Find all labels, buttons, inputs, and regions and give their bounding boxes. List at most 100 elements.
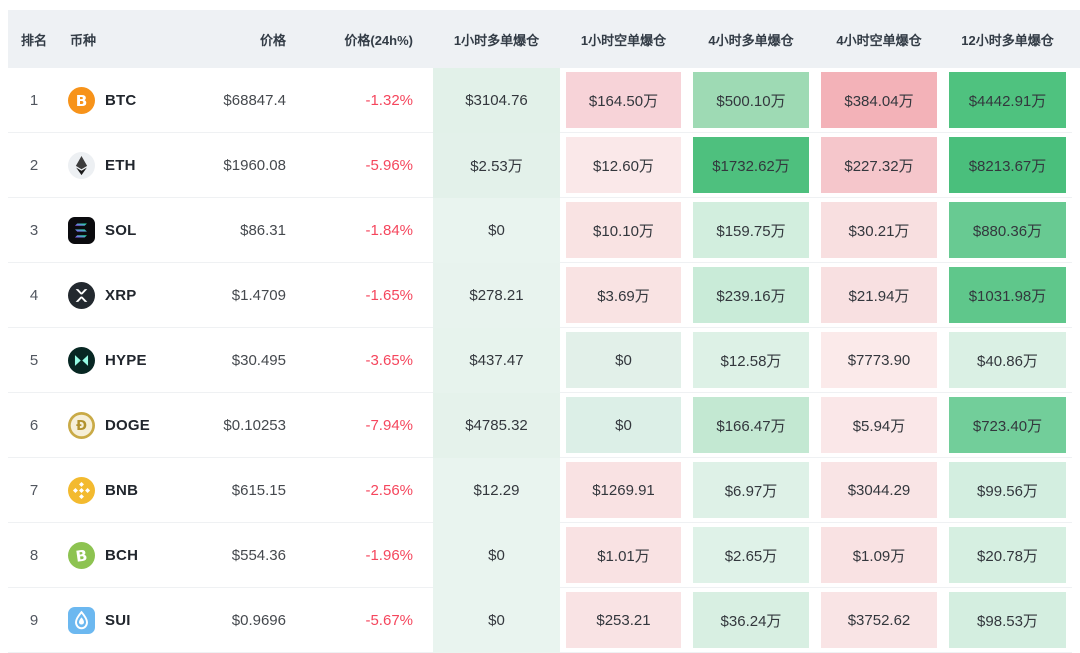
liq-value: $99.56万 bbox=[949, 462, 1066, 518]
coin-cell[interactable]: B BCH bbox=[60, 523, 220, 588]
rank-cell: 6 bbox=[8, 393, 60, 458]
liq-1h-long-cell: $3104.76 bbox=[433, 68, 560, 133]
liq-value: $0 bbox=[433, 523, 560, 588]
change-cell: -3.65% bbox=[310, 328, 433, 393]
price-cell: $1960.08 bbox=[220, 133, 310, 198]
liq-value: $10.10万 bbox=[566, 202, 681, 258]
coin-symbol: SOL bbox=[105, 221, 137, 239]
coin-cell[interactable]: Ð DOGE bbox=[60, 393, 220, 458]
doge-icon: Ð bbox=[68, 411, 95, 439]
liq-value: $253.21 bbox=[566, 592, 681, 648]
liq-value: $500.10万 bbox=[693, 72, 809, 128]
liq-4h-long-cell: $2.65万 bbox=[687, 523, 815, 588]
liq-value: $880.36万 bbox=[949, 202, 1066, 258]
change-cell: -1.32% bbox=[310, 68, 433, 133]
table-row[interactable]: 7 BNB $615.15 -2.56% $12.29 $1269.91 $6.… bbox=[8, 458, 1080, 523]
liq-value: $20.78万 bbox=[949, 527, 1066, 583]
bch-icon: B bbox=[68, 541, 95, 569]
liq-value: $384.04万 bbox=[821, 72, 937, 128]
liq-value: $3104.76 bbox=[433, 68, 560, 133]
liq-value: $3.69万 bbox=[566, 267, 681, 323]
price-cell: $0.10253 bbox=[220, 393, 310, 458]
header-4h-short-liq[interactable]: 4小时空单爆仓 bbox=[836, 32, 922, 48]
coin-cell[interactable]: ETH bbox=[60, 133, 220, 198]
coin-symbol: DOGE bbox=[105, 416, 150, 434]
liq-1h-short-cell: $12.60万 bbox=[560, 133, 687, 198]
liq-value: $5.94万 bbox=[821, 397, 937, 453]
liq-value: $4442.91万 bbox=[949, 72, 1066, 128]
rank-cell: 3 bbox=[8, 198, 60, 263]
header-12h-long-liq[interactable]: 12小时多单爆仓 bbox=[961, 32, 1054, 48]
liq-value: $723.40万 bbox=[949, 397, 1066, 453]
liq-4h-long-cell: $1732.62万 bbox=[687, 133, 815, 198]
header-rank[interactable]: 排名 bbox=[20, 32, 47, 48]
liq-value: $239.16万 bbox=[693, 267, 809, 323]
coin-cell[interactable]: SUI bbox=[60, 588, 220, 653]
header-4h-long-liq[interactable]: 4小时多单爆仓 bbox=[708, 32, 794, 48]
liq-value: $1732.62万 bbox=[693, 137, 809, 193]
liq-4h-short-cell: $3752.62 bbox=[815, 588, 943, 653]
liq-value: $166.47万 bbox=[693, 397, 809, 453]
change-cell: -5.67% bbox=[310, 588, 433, 653]
coin-symbol: BNB bbox=[105, 481, 139, 499]
liq-value: $3752.62 bbox=[821, 592, 937, 648]
liq-value: $164.50万 bbox=[566, 72, 681, 128]
price-cell: $1.4709 bbox=[220, 263, 310, 328]
header-price[interactable]: 价格 bbox=[259, 32, 286, 48]
liq-value: $1269.91 bbox=[566, 462, 681, 518]
table-body: 1 B BTC $68847.4 -1.32% $3104.76 $164.50… bbox=[8, 68, 1080, 653]
header-1h-short-liq[interactable]: 1小时空单爆仓 bbox=[580, 32, 667, 48]
liq-12h-long-cell: $99.56万 bbox=[943, 458, 1072, 523]
liq-value: $36.24万 bbox=[693, 592, 809, 648]
liq-value: $0 bbox=[433, 588, 560, 653]
rank-cell: 1 bbox=[8, 68, 60, 133]
liq-4h-long-cell: $239.16万 bbox=[687, 263, 815, 328]
table-row[interactable]: 8 B BCH $554.36 -1.96% $0 $1.01万 $2.65万 … bbox=[8, 523, 1080, 588]
liq-4h-short-cell: $21.94万 bbox=[815, 263, 943, 328]
header-coin[interactable]: 币种 bbox=[70, 32, 97, 48]
coin-symbol: XRP bbox=[105, 286, 137, 304]
header-change-24h[interactable]: 价格(24h%) bbox=[344, 32, 413, 48]
coin-symbol: HYPE bbox=[105, 351, 147, 369]
table-row[interactable]: 2 ETH $1960.08 -5.96% $2.53万 $12.60万 $17… bbox=[8, 133, 1080, 198]
liq-4h-long-cell: $500.10万 bbox=[687, 68, 815, 133]
change-cell: -1.65% bbox=[310, 263, 433, 328]
liq-4h-short-cell: $1.09万 bbox=[815, 523, 943, 588]
table-row[interactable]: 5 HYPE $30.495 -3.65% $437.47 $0 $12.58万… bbox=[8, 328, 1080, 393]
coin-cell[interactable]: SOL bbox=[60, 198, 220, 263]
liq-4h-long-cell: $6.97万 bbox=[687, 458, 815, 523]
rank-cell: 4 bbox=[8, 263, 60, 328]
table-row[interactable]: 1 B BTC $68847.4 -1.32% $3104.76 $164.50… bbox=[8, 68, 1080, 133]
coin-cell[interactable]: BNB bbox=[60, 458, 220, 523]
header-1h-long-liq[interactable]: 1小时多单爆仓 bbox=[453, 32, 540, 48]
liq-1h-short-cell: $1.01万 bbox=[560, 523, 687, 588]
change-cell: -5.96% bbox=[310, 133, 433, 198]
table-row[interactable]: 6 Ð DOGE $0.10253 -7.94% $4785.32 $0 $16… bbox=[8, 393, 1080, 458]
table-row[interactable]: 4 XRP $1.4709 -1.65% $278.21 $3.69万 $239… bbox=[8, 263, 1080, 328]
liq-12h-long-cell: $723.40万 bbox=[943, 393, 1072, 458]
liq-value: $437.47 bbox=[433, 328, 560, 393]
coin-cell[interactable]: XRP bbox=[60, 263, 220, 328]
table-row[interactable]: 9 SUI $0.9696 -5.67% $0 $253.21 $36.24万 … bbox=[8, 588, 1080, 653]
liq-12h-long-cell: $4442.91万 bbox=[943, 68, 1072, 133]
liq-value: $40.86万 bbox=[949, 332, 1066, 388]
liq-value: $2.65万 bbox=[693, 527, 809, 583]
btc-icon: B bbox=[68, 86, 95, 114]
liq-12h-long-cell: $880.36万 bbox=[943, 198, 1072, 263]
change-cell: -1.96% bbox=[310, 523, 433, 588]
coin-cell[interactable]: B BTC bbox=[60, 68, 220, 133]
bnb-icon bbox=[68, 476, 95, 504]
liq-1h-short-cell: $0 bbox=[560, 328, 687, 393]
liq-value: $0 bbox=[566, 332, 681, 388]
liq-value: $1.01万 bbox=[566, 527, 681, 583]
liq-value: $0 bbox=[566, 397, 681, 453]
liq-value: $2.53万 bbox=[433, 133, 560, 198]
liq-value: $98.53万 bbox=[949, 592, 1066, 648]
coin-cell[interactable]: HYPE bbox=[60, 328, 220, 393]
svg-text:Ð: Ð bbox=[76, 419, 87, 434]
liq-value: $8213.67万 bbox=[949, 137, 1066, 193]
table-row[interactable]: 3 SOL $86.31 -1.84% $0 $10.10万 $159.75万 … bbox=[8, 198, 1080, 263]
price-cell: $30.495 bbox=[220, 328, 310, 393]
liq-value: $12.29 bbox=[433, 458, 560, 523]
liq-4h-long-cell: $36.24万 bbox=[687, 588, 815, 653]
